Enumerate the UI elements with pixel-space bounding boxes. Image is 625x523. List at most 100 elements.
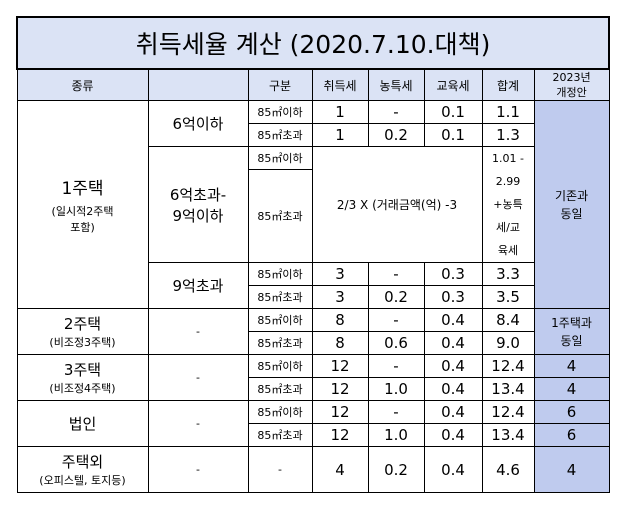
table-row: 6억초과- 9억이하 85㎡이하 2/3 X (거래금액(억) -3 1.01 -… <box>17 146 609 263</box>
acquisition-tax-cell: 12 <box>311 377 369 401</box>
two-house-label: 2주택 (비조정3주택) <box>16 308 149 355</box>
area-cell: 85㎡초과 <box>247 377 313 401</box>
header-category: 구분 <box>247 68 313 101</box>
area-cell: 85㎡이하 <box>247 308 313 332</box>
area-cell: 85㎡이하 <box>247 146 313 170</box>
header-rural-tax: 농특세 <box>367 68 425 101</box>
table-row: 85㎡초과 3 0.2 0.3 3.5 <box>17 285 609 309</box>
acquisition-tax-cell: 3 <box>311 285 369 309</box>
education-tax-cell: 0.4 <box>423 331 483 355</box>
dash-cell: - <box>147 446 249 493</box>
formula-total-cell: 1.01 - 2.99 +농특 세/교 육세 <box>481 146 535 263</box>
education-tax-cell: 0.3 <box>423 262 483 286</box>
total-cell: 9.0 <box>481 331 535 355</box>
education-tax-cell: 0.4 <box>423 354 483 378</box>
acquisition-tax-rate-table: 취득세율 계산 (2020.7.10.대책) 종류 구분 취득세 농특세 교육세… <box>15 16 611 493</box>
one-house-reform-cell: 기존과 동일 <box>533 100 610 309</box>
acquisition-tax-cell: 3 <box>311 262 369 286</box>
two-house-reform-cell: 1주택과 동일 <box>533 308 610 355</box>
education-tax-cell: 0.4 <box>423 446 483 493</box>
total-cell: 8.4 <box>481 308 535 332</box>
header-price-range <box>147 68 249 101</box>
education-tax-cell: 0.1 <box>423 123 483 147</box>
area-cell: 85㎡이하 <box>247 400 313 424</box>
corporation-label: 법인 <box>16 400 149 447</box>
reform-cell: 6 <box>533 400 610 424</box>
table-row: 85㎡초과 <box>17 169 609 263</box>
table-row: 3주택 (비조정4주택) - 85㎡이하 12 - 0.4 12.4 4 <box>16 354 610 401</box>
acquisition-tax-cell: 1 <box>311 100 369 124</box>
dash-cell: - <box>147 400 249 447</box>
table-row: 85㎡초과 12 1.0 0.4 13.4 6 <box>17 423 610 447</box>
table-row: 주택외 (오피스텔, 토지등) - - 4 0.2 0.4 4.6 4 <box>16 446 610 493</box>
rural-tax-cell: 0.2 <box>367 446 425 493</box>
one-house-label: 1주택 (일시적2주택 포함) <box>16 100 149 309</box>
rural-tax-cell: - <box>367 100 425 124</box>
acquisition-tax-cell: 12 <box>311 423 369 447</box>
table-row: 9억초과 85㎡이하 3 - 0.3 3.3 <box>17 262 609 309</box>
acquisition-tax-cell: 8 <box>311 331 369 355</box>
total-cell: 1.3 <box>481 123 535 147</box>
acquisition-tax-cell: 1 <box>311 123 369 147</box>
header-total: 합계 <box>481 68 535 101</box>
area-cell: 85㎡초과 <box>247 331 313 355</box>
area-cell: 85㎡초과 <box>247 285 313 309</box>
total-cell: 1.1 <box>481 100 535 124</box>
rural-tax-cell: 0.2 <box>367 285 425 309</box>
education-tax-cell: 0.1 <box>423 100 483 124</box>
total-cell: 4.6 <box>481 446 535 493</box>
table-row: 2주택 (비조정3주택) - 85㎡이하 8 - 0.4 8.4 1주택과 동일 <box>16 308 610 355</box>
total-cell: 13.4 <box>481 423 535 447</box>
table-title: 취득세율 계산 (2020.7.10.대책) <box>15 16 611 70</box>
acquisition-tax-cell: 12 <box>311 400 369 424</box>
rural-tax-cell: 0.2 <box>367 123 425 147</box>
area-cell: 85㎡초과 <box>247 423 313 447</box>
one-house-tier1-label: 6억이하 <box>147 100 249 147</box>
header-type: 종류 <box>16 68 149 101</box>
area-cell: 85㎡초과 <box>247 123 313 147</box>
rural-tax-cell: 0.6 <box>367 331 425 355</box>
education-tax-cell: 0.4 <box>423 400 483 424</box>
formula-cell: 2/3 X (거래금액(억) -3 <box>311 146 483 263</box>
education-tax-cell: 0.3 <box>423 285 483 309</box>
acquisition-tax-cell: 8 <box>311 308 369 332</box>
area-cell: 85㎡이하 <box>247 262 313 286</box>
table-row: 85㎡초과 12 1.0 0.4 13.4 4 <box>17 377 610 401</box>
reform-cell: 4 <box>533 354 610 378</box>
rural-tax-cell: - <box>367 354 425 378</box>
education-tax-cell: 0.4 <box>423 423 483 447</box>
table-row: 법인 - 85㎡이하 12 - 0.4 12.4 6 <box>16 400 610 447</box>
total-cell: 12.4 <box>481 400 535 424</box>
rural-tax-cell: - <box>367 308 425 332</box>
table-row: 1주택 (일시적2주택 포함) 6억이하 85㎡이하 1 - 0.1 1.1 기… <box>16 100 610 309</box>
tax-rate-table-container: 취득세율 계산 (2020.7.10.대책) 종류 구분 취득세 농특세 교육세… <box>15 16 611 493</box>
reform-cell: 4 <box>533 446 610 493</box>
one-house-tier3-label: 9억초과 <box>147 262 249 309</box>
dash-cell: - <box>147 308 249 355</box>
three-house-label: 3주택 (비조정4주택) <box>16 354 149 401</box>
table-row: 85㎡초과 8 0.6 0.4 9.0 <box>17 331 609 355</box>
total-cell: 12.4 <box>481 354 535 378</box>
header-row: 종류 구분 취득세 농특세 교육세 합계 2023년 개정안 <box>16 68 610 101</box>
total-cell: 3.5 <box>481 285 535 309</box>
acquisition-tax-cell: 12 <box>311 354 369 378</box>
acquisition-tax-cell: 4 <box>311 446 369 493</box>
area-cell: 85㎡초과 <box>247 169 313 263</box>
total-cell: 13.4 <box>481 377 535 401</box>
table-row: 85㎡초과 1 0.2 0.1 1.3 <box>17 123 609 147</box>
header-2023-reform: 2023년 개정안 <box>533 68 610 101</box>
rural-tax-cell: - <box>367 400 425 424</box>
area-cell: 85㎡이하 <box>247 354 313 378</box>
education-tax-cell: 0.4 <box>423 308 483 332</box>
dash-cell: - <box>147 354 249 401</box>
reform-cell: 4 <box>533 377 610 401</box>
header-acquisition-tax: 취득세 <box>311 68 369 101</box>
non-house-label: 주택외 (오피스텔, 토지등) <box>16 446 149 493</box>
rural-tax-cell: 1.0 <box>367 377 425 401</box>
dash-cell: - <box>247 446 313 493</box>
one-house-tier2-label: 6억초과- 9억이하 <box>147 146 249 263</box>
education-tax-cell: 0.4 <box>423 377 483 401</box>
header-education-tax: 교육세 <box>423 68 483 101</box>
rural-tax-cell: 1.0 <box>367 423 425 447</box>
rural-tax-cell: - <box>367 262 425 286</box>
